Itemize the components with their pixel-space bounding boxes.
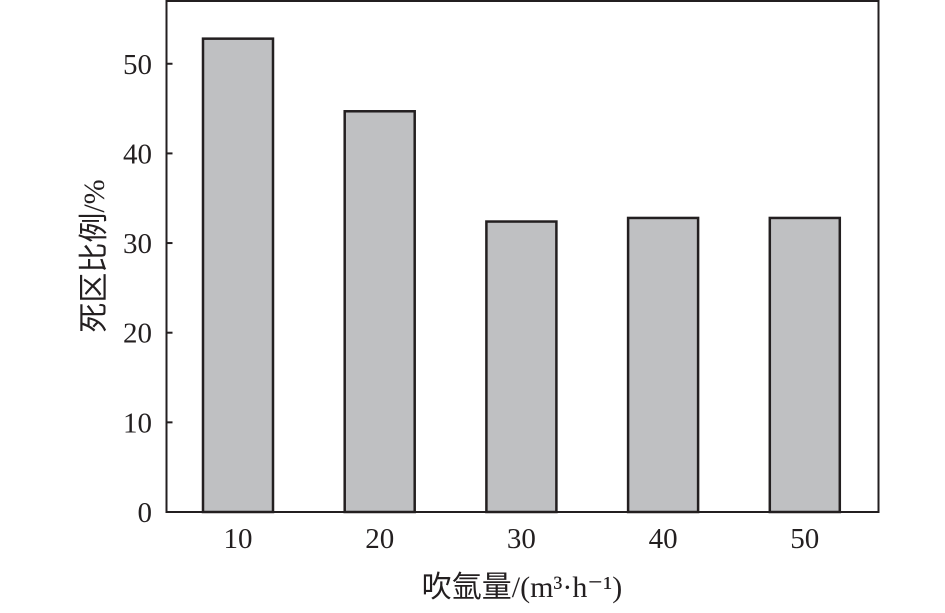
bar-30 — [485, 220, 558, 514]
y-tick-label: 20 — [123, 318, 152, 350]
y-axis-label: 死区比例/% — [78, 179, 111, 332]
y-tick-label: 50 — [123, 49, 152, 81]
x-tick-label: 10 — [224, 523, 253, 555]
y-tick-label: 10 — [123, 407, 152, 439]
x-tick-label: 20 — [365, 523, 394, 555]
bar-10 — [201, 37, 275, 514]
x-tick-label: 30 — [507, 523, 536, 555]
bar-40 — [626, 216, 700, 514]
y-tick-label: 40 — [123, 138, 152, 170]
x-axis-label: 吹氩量/(m³·h⁻¹) — [422, 571, 622, 604]
bar-50 — [768, 216, 842, 514]
y-tick-label: 0 — [138, 497, 153, 529]
bar-20 — [343, 110, 416, 514]
x-tick-label: 40 — [649, 523, 678, 555]
y-tick-label: 30 — [123, 228, 152, 260]
x-tick-label: 50 — [790, 523, 819, 555]
